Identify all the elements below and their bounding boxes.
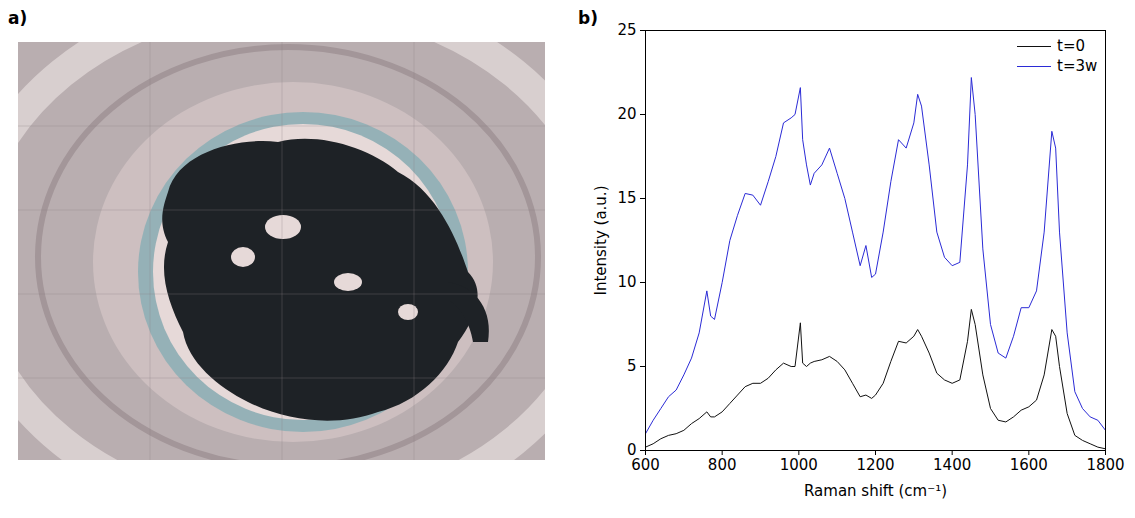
svg-text:1600: 1600 xyxy=(1010,456,1048,474)
svg-text:Intensity (a.u.): Intensity (a.u.) xyxy=(592,186,610,296)
html-text:b): b) xyxy=(578,8,598,28)
html-text:t=3w: t=3w xyxy=(1057,57,1098,75)
html-text:a): a) xyxy=(8,8,28,28)
svg-text:Raman shift (cm⁻¹): Raman shift (cm⁻¹) xyxy=(804,482,947,500)
svg-text:1200: 1200 xyxy=(856,456,894,474)
svg-text:1000: 1000 xyxy=(780,456,818,474)
svg-text:600: 600 xyxy=(631,456,660,474)
svg-text:15: 15 xyxy=(617,189,636,207)
svg-text:10: 10 xyxy=(617,273,636,291)
svg-text:5: 5 xyxy=(627,357,637,375)
svg-text:800: 800 xyxy=(708,456,737,474)
svg-text:0: 0 xyxy=(627,441,637,460)
svg-text:20: 20 xyxy=(617,105,636,123)
svg-text:25: 25 xyxy=(617,21,636,39)
svg-text:1400: 1400 xyxy=(933,456,971,474)
svg-text:1800: 1800 xyxy=(1086,456,1124,474)
html-text:t=0: t=0 xyxy=(1057,37,1085,55)
